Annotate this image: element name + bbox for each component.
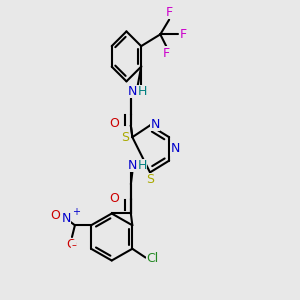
Text: N: N: [128, 159, 137, 172]
Text: S: S: [121, 131, 129, 144]
Text: O: O: [50, 209, 60, 222]
Text: H: H: [138, 159, 147, 172]
Text: Cl: Cl: [146, 252, 159, 265]
Text: F: F: [163, 47, 170, 60]
Text: N: N: [128, 85, 137, 98]
Text: N: N: [171, 142, 180, 155]
Text: O: O: [66, 238, 76, 251]
Text: O: O: [109, 192, 119, 205]
Text: N: N: [151, 118, 160, 131]
Text: F: F: [166, 6, 173, 19]
Text: F: F: [179, 28, 187, 41]
Text: N: N: [62, 212, 71, 225]
Text: H: H: [138, 85, 147, 98]
Text: –: –: [71, 240, 76, 250]
Text: O: O: [109, 117, 119, 130]
Text: +: +: [72, 207, 80, 217]
Text: S: S: [147, 173, 154, 186]
